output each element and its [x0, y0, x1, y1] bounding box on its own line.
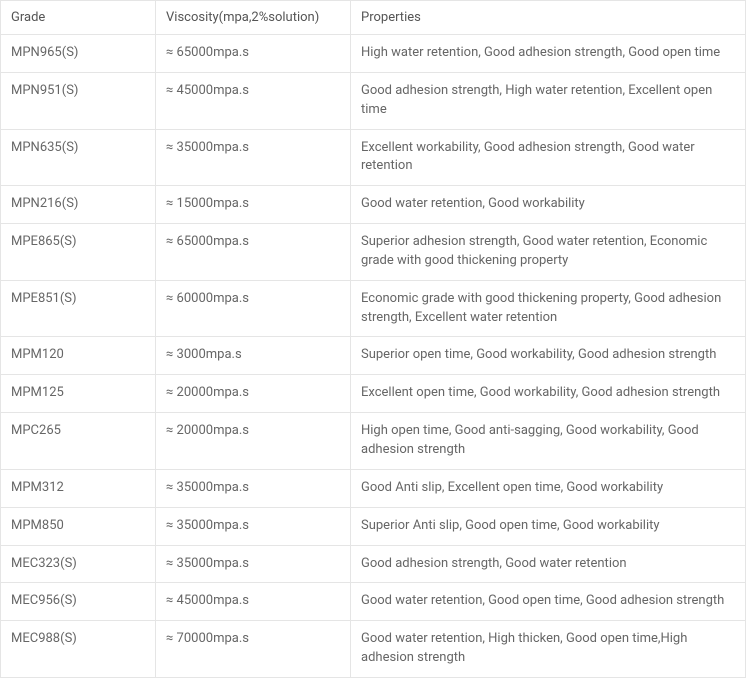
grade-table: Grade Viscosity(mpa,2%solution) Properti… [0, 0, 746, 678]
cell-grade: MPM850 [1, 507, 156, 545]
cell-grade: MPN216(S) [1, 186, 156, 224]
cell-viscosity: ≈ 35000mpa.s [156, 129, 351, 186]
cell-properties: Economic grade with good thickening prop… [351, 280, 746, 337]
cell-viscosity: ≈ 65000mpa.s [156, 35, 351, 73]
table-row: MPN965(S)≈ 65000mpa.sHigh water retentio… [1, 35, 746, 73]
cell-properties: High open time, Good anti-sagging, Good … [351, 413, 746, 470]
col-header-grade: Grade [1, 1, 156, 35]
cell-viscosity: ≈ 20000mpa.s [156, 375, 351, 413]
cell-properties: Excellent open time, Good workability, G… [351, 375, 746, 413]
cell-properties: Good Anti slip, Excellent open time, Goo… [351, 469, 746, 507]
table-row: MPE865(S)≈ 65000mpa.sSuperior adhesion s… [1, 224, 746, 281]
cell-viscosity: ≈ 35000mpa.s [156, 507, 351, 545]
cell-properties: Superior open time, Good workability, Go… [351, 337, 746, 375]
cell-grade: MPE851(S) [1, 280, 156, 337]
table-row: MPN635(S)≈ 35000mpa.sExcellent workabili… [1, 129, 746, 186]
table-row: MPE851(S)≈ 60000mpa.sEconomic grade with… [1, 280, 746, 337]
cell-properties: Good water retention, High thicken, Good… [351, 621, 746, 678]
cell-grade: MEC323(S) [1, 545, 156, 583]
cell-properties: Good water retention, Good open time, Go… [351, 583, 746, 621]
cell-viscosity: ≈ 15000mpa.s [156, 186, 351, 224]
cell-properties: Good water retention, Good workability [351, 186, 746, 224]
table-row: MEC323(S)≈ 35000mpa.sGood adhesion stren… [1, 545, 746, 583]
cell-viscosity: ≈ 20000mpa.s [156, 413, 351, 470]
table-row: MPC265≈ 20000mpa.sHigh open time, Good a… [1, 413, 746, 470]
table-row: MPN951(S)≈ 45000mpa.sGood adhesion stren… [1, 72, 746, 129]
cell-viscosity: ≈ 3000mpa.s [156, 337, 351, 375]
cell-grade: MPC265 [1, 413, 156, 470]
cell-viscosity: ≈ 60000mpa.s [156, 280, 351, 337]
table-row: MPN216(S)≈ 15000mpa.sGood water retentio… [1, 186, 746, 224]
cell-viscosity: ≈ 35000mpa.s [156, 469, 351, 507]
table-row: MPM850≈ 35000mpa.sSuperior Anti slip, Go… [1, 507, 746, 545]
cell-properties: Excellent workability, Good adhesion str… [351, 129, 746, 186]
cell-grade: MEC956(S) [1, 583, 156, 621]
cell-viscosity: ≈ 35000mpa.s [156, 545, 351, 583]
cell-properties: High water retention, Good adhesion stre… [351, 35, 746, 73]
cell-grade: MEC988(S) [1, 621, 156, 678]
cell-grade: MPM312 [1, 469, 156, 507]
cell-grade: MPN965(S) [1, 35, 156, 73]
col-header-properties: Properties [351, 1, 746, 35]
cell-grade: MPN635(S) [1, 129, 156, 186]
cell-viscosity: ≈ 45000mpa.s [156, 583, 351, 621]
cell-properties: Superior adhesion strength, Good water r… [351, 224, 746, 281]
table-row: MEC956(S)≈ 45000mpa.sGood water retentio… [1, 583, 746, 621]
cell-viscosity: ≈ 65000mpa.s [156, 224, 351, 281]
table-row: MPM120≈ 3000mpa.sSuperior open time, Goo… [1, 337, 746, 375]
table-row: MPM312≈ 35000mpa.sGood Anti slip, Excell… [1, 469, 746, 507]
table-row: MPM125≈ 20000mpa.sExcellent open time, G… [1, 375, 746, 413]
cell-properties: Good adhesion strength, High water reten… [351, 72, 746, 129]
cell-grade: MPM120 [1, 337, 156, 375]
cell-viscosity: ≈ 45000mpa.s [156, 72, 351, 129]
cell-properties: Superior Anti slip, Good open time, Good… [351, 507, 746, 545]
cell-grade: MPN951(S) [1, 72, 156, 129]
cell-grade: MPM125 [1, 375, 156, 413]
cell-grade: MPE865(S) [1, 224, 156, 281]
col-header-viscosity: Viscosity(mpa,2%solution) [156, 1, 351, 35]
table-header-row: Grade Viscosity(mpa,2%solution) Properti… [1, 1, 746, 35]
cell-properties: Good adhesion strength, Good water reten… [351, 545, 746, 583]
cell-viscosity: ≈ 70000mpa.s [156, 621, 351, 678]
table-row: MEC988(S)≈ 70000mpa.sGood water retentio… [1, 621, 746, 678]
